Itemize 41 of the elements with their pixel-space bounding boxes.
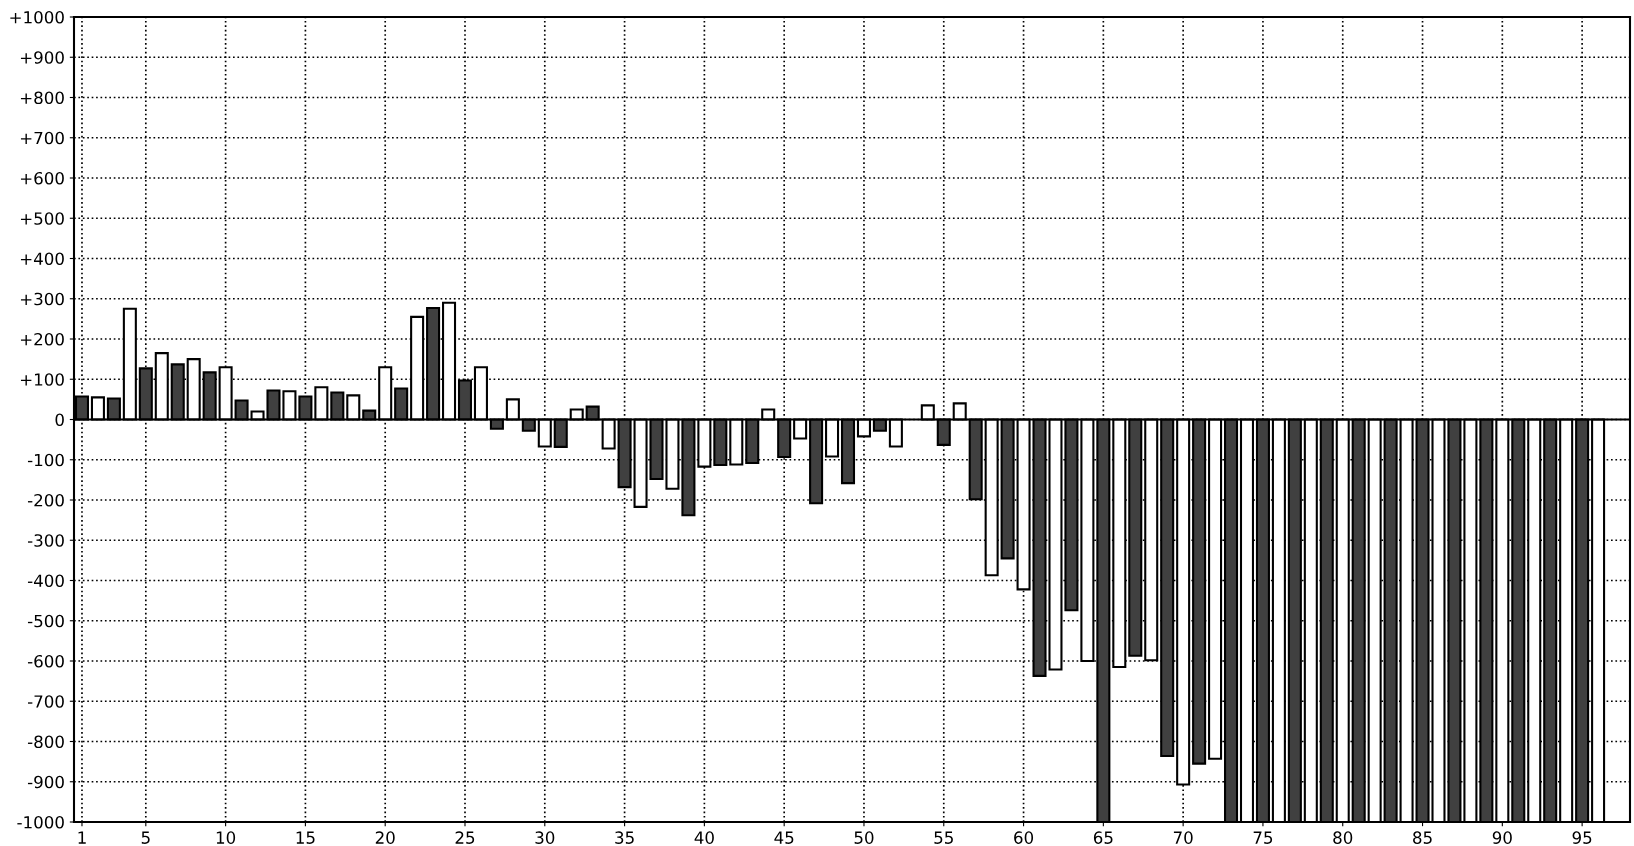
y-tick-label: -600 — [27, 654, 64, 668]
y-tick-label: +800 — [20, 91, 64, 105]
x-tick-label: 35 — [615, 831, 634, 844]
x-tick-label: 40 — [694, 831, 714, 844]
x-tick-label: 15 — [296, 831, 315, 844]
x-tick-label: 95 — [1572, 831, 1592, 844]
x-tick-label: 25 — [455, 831, 475, 844]
x-tick-label: 10 — [216, 831, 236, 844]
y-tick-label: +900 — [20, 51, 64, 64]
x-tick-label: 75 — [1253, 831, 1273, 844]
y-tick-label: +400 — [20, 252, 64, 266]
x-tick-label: 1 — [78, 831, 86, 844]
y-tick-label: -700 — [27, 695, 64, 708]
y-tick-label: -300 — [27, 534, 64, 547]
y-tick-label: +1000 — [10, 10, 64, 24]
y-tick-label: -100 — [27, 453, 64, 467]
x-tick-label: 85 — [1413, 831, 1432, 844]
x-tick-label: 65 — [1093, 831, 1113, 844]
x-tick-label: 80 — [1333, 831, 1353, 844]
y-tick-label: +600 — [20, 171, 64, 185]
x-tick-label: 50 — [854, 831, 874, 844]
y-tick-label: +300 — [20, 292, 64, 306]
y-tick-label: -900 — [27, 775, 64, 789]
x-tick-label: 5 — [141, 831, 150, 844]
x-tick-label: 90 — [1492, 831, 1512, 844]
x-tick-label: 20 — [375, 831, 395, 844]
x-tick-label: 60 — [1014, 831, 1034, 844]
y-tick-label: +700 — [20, 131, 64, 145]
y-tick-label: +200 — [20, 332, 64, 346]
y-tick-label: -500 — [27, 614, 64, 628]
y-tick-label: -200 — [27, 493, 64, 507]
y-tick-label: 0 — [55, 413, 64, 427]
y-tick-label: -800 — [27, 735, 64, 749]
y-tick-label: +100 — [20, 373, 64, 386]
y-tick-label: +500 — [20, 212, 64, 225]
y-tick-label: -1000 — [17, 815, 64, 829]
x-tick-label: 70 — [1173, 831, 1193, 844]
x-tick-label: 45 — [774, 831, 794, 844]
x-tick-label: 30 — [535, 831, 555, 844]
y-tick-label: -400 — [27, 574, 64, 588]
x-tick-label: 55 — [934, 831, 953, 844]
